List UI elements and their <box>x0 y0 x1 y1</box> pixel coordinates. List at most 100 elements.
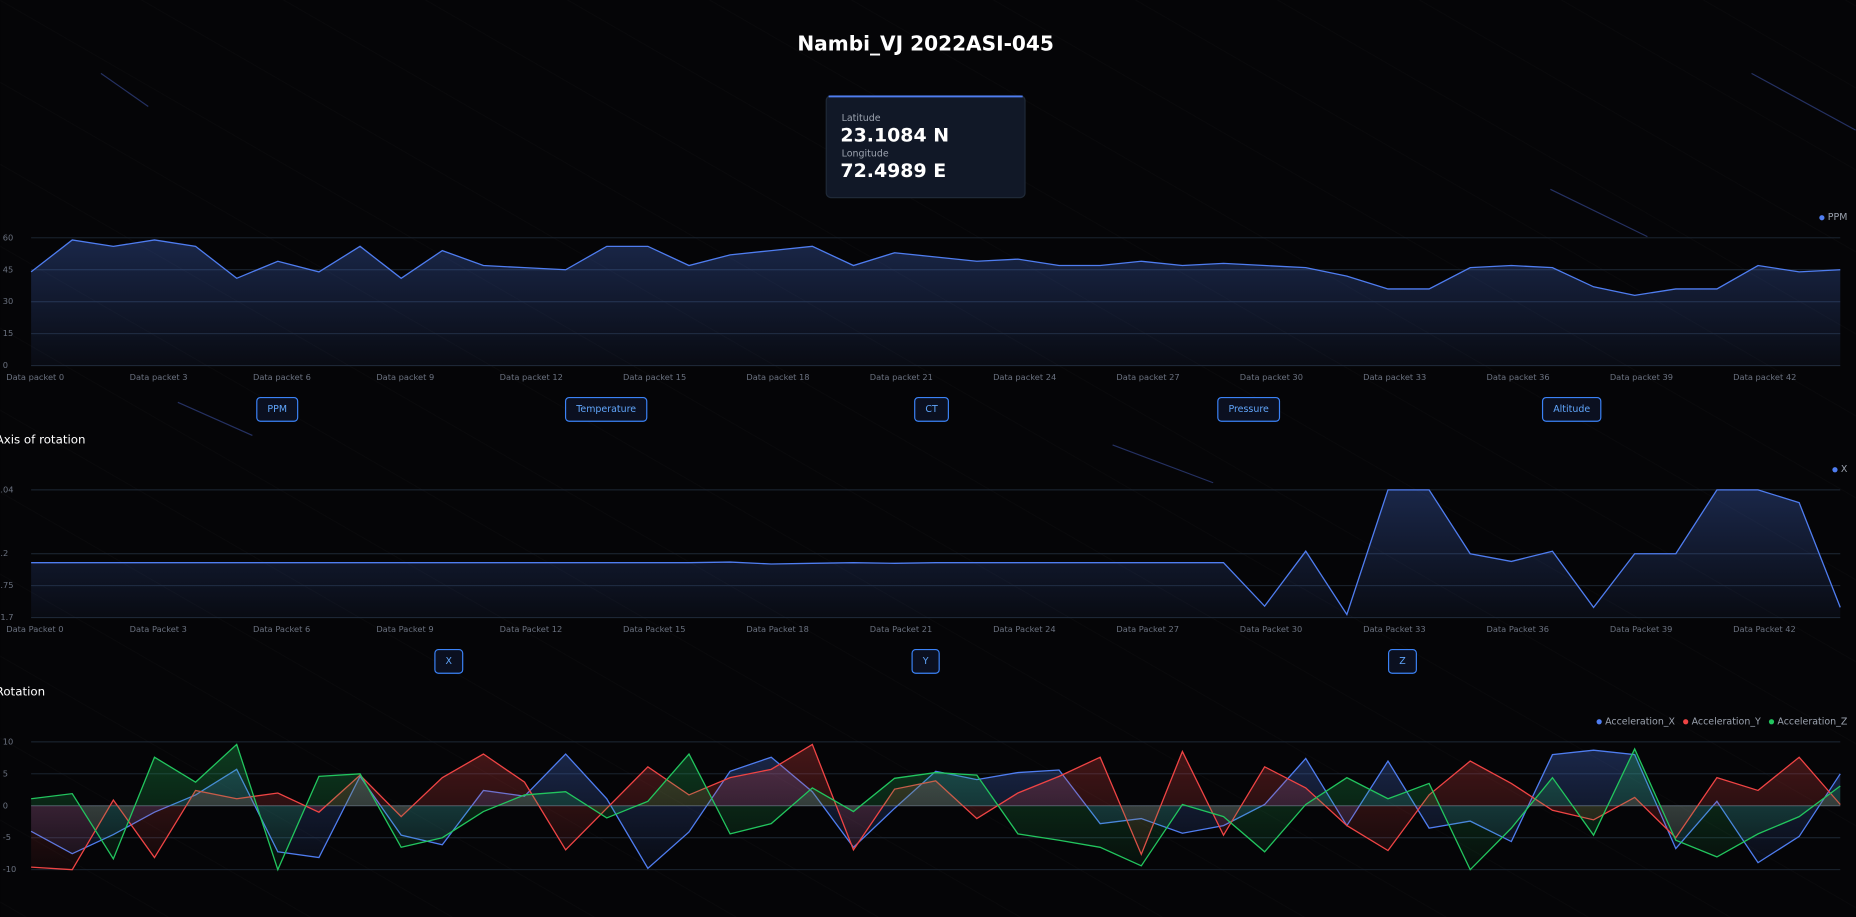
legend-label: X <box>1841 464 1848 475</box>
series-area <box>31 489 1841 618</box>
button-label: CT <box>925 404 938 415</box>
legend-label: Acceleration_X <box>1605 716 1675 727</box>
button-label: Temperature <box>575 404 636 415</box>
toggle-button[interactable]: X <box>434 648 464 674</box>
x-tick-label: Data packet 36 <box>1486 372 1549 382</box>
decor-streak <box>1751 72 1856 131</box>
legend-label: PPM <box>1828 212 1848 223</box>
series-area <box>31 239 1841 366</box>
x-tick-label: Data Packet 42 <box>1733 624 1796 634</box>
toggle-button[interactable]: Temperature <box>564 396 648 422</box>
y-tick-label: 5 <box>3 768 8 778</box>
button-box <box>914 396 949 422</box>
series-line <box>31 743 1841 872</box>
x-tick-label: Data packet 24 <box>993 372 1056 382</box>
y-tick-label: 1.7 <box>0 612 13 622</box>
x-tick-label: Data packet 33 <box>1363 372 1426 382</box>
button-box <box>911 648 940 674</box>
x-tick-label: Data packet 6 <box>253 372 311 382</box>
location-card: Latitude 23.1084 N Longitude 72.4989 E <box>825 95 1026 199</box>
x-tick-label: Data packet 39 <box>1610 372 1673 382</box>
decor-streak <box>1550 188 1648 238</box>
longitude-value: 72.4989 E <box>840 160 946 182</box>
toggle-button[interactable]: PPM <box>256 396 299 422</box>
x-tick-label: Data Packet 36 <box>1486 624 1549 634</box>
button-box <box>434 648 464 674</box>
toggle-button[interactable]: Pressure <box>1217 396 1281 422</box>
x-tick-label: Data packet 12 <box>500 372 563 382</box>
x-tick-label: Data packet 27 <box>1116 372 1179 382</box>
series-line <box>30 749 1841 870</box>
x-tick-label: Data Packet 39 <box>1610 624 1673 634</box>
x-tick-label: Data Packet 6 <box>253 624 310 634</box>
series-area <box>31 744 1841 870</box>
button-box <box>1217 396 1281 422</box>
page-title: Nambi_VJ 2022ASI-045 <box>797 31 1054 55</box>
y-tick-label: .2 <box>0 548 8 558</box>
y-tick-label: .04 <box>0 484 13 494</box>
button-box <box>564 396 648 422</box>
y-tick-label: -10 <box>3 864 17 874</box>
button-label: Z <box>1399 656 1406 667</box>
x-tick-label: Data Packet 15 <box>623 624 686 634</box>
section-title: Axis of rotation <box>0 433 85 447</box>
legend-marker <box>1819 215 1825 221</box>
y-tick-label: 60 <box>3 232 14 242</box>
button-label: Y <box>922 656 929 667</box>
section-title: Rotation <box>0 685 45 699</box>
latitude-label: Latitude <box>842 113 881 124</box>
x-tick-label: Data Packet 18 <box>746 624 809 634</box>
x-tick-label: Data packet 9 <box>376 372 434 382</box>
series-line <box>31 489 1841 616</box>
x-tick-label: Data packet 3 <box>130 372 188 382</box>
decor-streak <box>1112 444 1214 484</box>
x-tick-label: Data Packet 24 <box>993 624 1056 634</box>
x-tick-label: Data packet 30 <box>1240 372 1303 382</box>
y-tick-label: 30 <box>3 296 14 306</box>
button-label: X <box>446 656 453 667</box>
x-tick-label: Data packet 21 <box>870 372 933 382</box>
decor-streak <box>177 401 253 436</box>
button-label: Pressure <box>1228 404 1269 415</box>
button-label: Altitude <box>1553 404 1590 415</box>
series-area <box>31 750 1841 869</box>
series-area <box>31 744 1841 870</box>
decor-streak <box>100 72 149 107</box>
x-tick-label: Data packet 18 <box>746 372 809 382</box>
legend-marker <box>1832 467 1838 473</box>
x-tick-label: Data Packet 30 <box>1240 624 1303 634</box>
y-tick-label: 15 <box>3 328 14 338</box>
button-label: PPM <box>267 404 287 415</box>
legend-label: Acceleration_Y <box>1692 716 1761 727</box>
button-box <box>1541 396 1602 422</box>
button-box <box>1387 648 1417 674</box>
toggle-button[interactable]: CT <box>914 396 949 422</box>
x-tick-label: Data Packet 3 <box>130 624 187 634</box>
x-tick-label: Data Packet 21 <box>870 624 933 634</box>
x-tick-label: Data packet 0 <box>6 372 64 382</box>
legend-marker <box>1768 719 1775 725</box>
toggle-button[interactable]: Z <box>1387 648 1417 674</box>
y-tick-label: 0 <box>3 800 8 810</box>
legend-marker <box>1683 719 1689 725</box>
x-tick-label: Data Packet 0 <box>6 624 63 634</box>
toggle-button[interactable]: Y <box>911 648 940 674</box>
x-tick-label: Data Packet 33 <box>1363 624 1426 634</box>
y-tick-label: 45 <box>3 264 14 274</box>
x-tick-label: Data packet 42 <box>1733 372 1796 382</box>
y-tick-label: -5 <box>3 832 11 842</box>
button-box <box>256 396 299 422</box>
x-tick-label: Data Packet 9 <box>376 624 433 634</box>
y-tick-label: 0 <box>3 360 8 370</box>
longitude-label: Longitude <box>842 148 889 159</box>
legend-marker <box>1596 719 1602 725</box>
card-box <box>825 95 1026 199</box>
x-tick-label: Data Packet 12 <box>500 624 563 634</box>
x-tick-label: Data packet 15 <box>623 372 686 382</box>
latitude-value: 23.1084 N <box>840 125 949 147</box>
legend-label: Acceleration_Z <box>1777 716 1847 727</box>
toggle-button[interactable]: Altitude <box>1541 396 1602 422</box>
x-tick-label: Data Packet 27 <box>1116 624 1179 634</box>
